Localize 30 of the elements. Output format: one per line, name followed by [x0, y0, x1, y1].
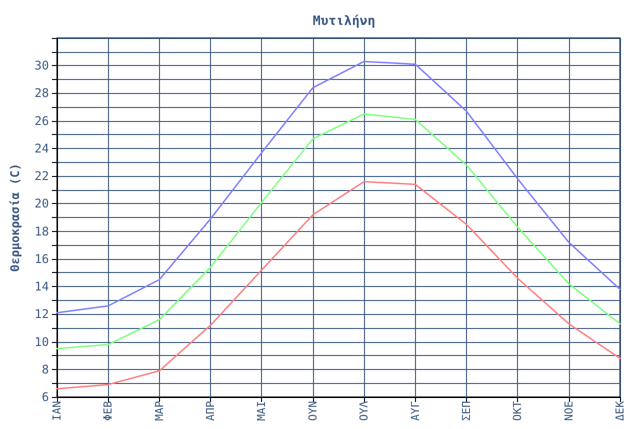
x-tick-label: ΦΕΒ	[102, 400, 115, 421]
x-tick-label: ΝΟΕ	[562, 401, 576, 421]
x-tick-label: ΑΠΡ	[204, 400, 218, 421]
y-tick-label: 30	[34, 58, 49, 73]
y-tick-label: 6	[42, 390, 49, 404]
x-tick-label: ΔΕΚ	[614, 400, 626, 421]
x-tick-label: ΟΚΤ	[511, 400, 524, 421]
y-tick-label: 20	[34, 196, 49, 211]
x-tick-label: ΜΑΡ	[152, 400, 166, 421]
y-tick-label: 18	[34, 224, 49, 238]
y-axis-title: Θερμοκρασία (C)	[8, 163, 22, 272]
x-tick-label: ΙΑΝ	[50, 401, 64, 421]
x-tick-label: ΟΥΛ	[358, 400, 371, 421]
y-tick-label: 16	[34, 252, 49, 266]
y-tick-label: 14	[34, 280, 49, 294]
x-tick-label: ΑΥΓ	[408, 400, 422, 421]
y-tick-label: 26	[34, 114, 49, 128]
x-tick-label: ΜΑΙ	[255, 401, 268, 421]
y-tick-label: 24	[34, 141, 49, 156]
line-series	[56, 180, 621, 390]
line-series	[56, 113, 621, 350]
y-tick-label: 8	[42, 362, 49, 376]
y-tick-label: 22	[34, 169, 49, 184]
line-series	[56, 60, 621, 314]
y-tick-label: 28	[34, 86, 49, 100]
y-tick-label: 10	[34, 334, 49, 349]
x-tick-label: ΣΕΠ	[460, 401, 473, 421]
y-tick-label: 12	[34, 307, 49, 322]
x-tick-label: ΟΥΝ	[306, 401, 320, 421]
chart-title: Μυτιλήνη	[312, 14, 376, 29]
